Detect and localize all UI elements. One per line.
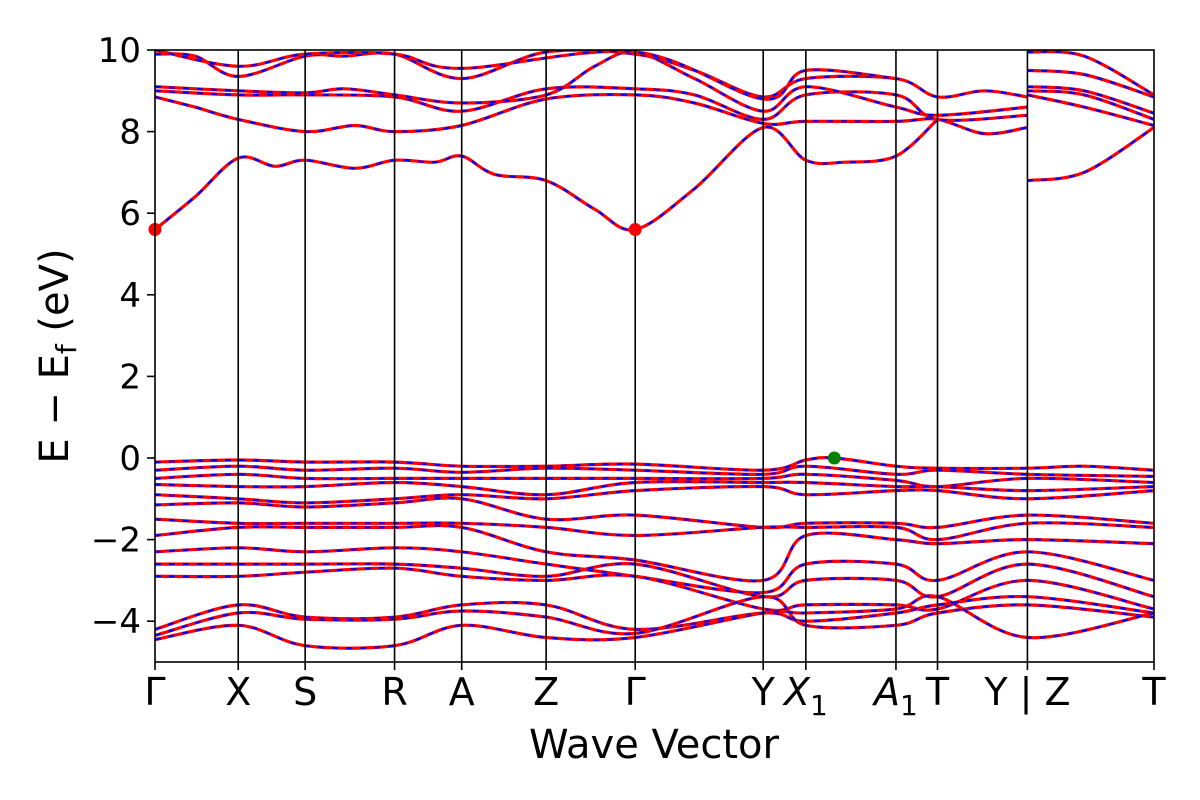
x-tick-label-2: S: [293, 670, 317, 714]
band-line-overlay-8: [1027, 89, 1154, 121]
y-tick-label-0: −4: [91, 602, 141, 642]
y-axis-label-unit: (eV): [32, 248, 78, 344]
band-line-overlay-0: [155, 118, 939, 232]
extrema-markers: [148, 223, 841, 465]
band-line-6: [1027, 126, 1154, 183]
y-ticks: −4 −2 0 2 4 6 8 10: [91, 31, 155, 642]
band-line-overlay-3: [155, 50, 1028, 117]
y-tick-label-7: 10: [98, 31, 141, 71]
y-tick-label-1: −2: [91, 521, 141, 561]
y-tick-label-2: 0: [119, 439, 141, 479]
band-line-overlay-9: [1027, 85, 1154, 115]
y-tick-label-4: 4: [119, 276, 141, 316]
y-axis-label-sub: f: [50, 343, 83, 354]
band-line-overlay-5: [155, 50, 897, 101]
band-line-overlay-12: [155, 456, 1154, 472]
band-line-overlay-10: [1027, 69, 1154, 98]
band-line-overlay-1: [155, 93, 1028, 135]
x-tick-label-11: Y | Z: [983, 670, 1070, 715]
band-line-overlay-21: [155, 562, 1154, 599]
x-tick-label-10: T: [925, 670, 950, 714]
x-axis-label: Wave Vector: [529, 722, 780, 768]
y-axis-label-main: E − E: [32, 354, 78, 464]
x-tick-label-8: X1: [782, 670, 828, 722]
x-tick-label-3: R: [381, 670, 407, 714]
band-line-overlay-19: [155, 524, 1154, 583]
high-symmetry-lines: [237, 50, 1029, 662]
y-axis-label: E − Ef (eV): [32, 248, 83, 463]
x-tick-label-4: A: [449, 670, 475, 714]
y-tick-label-5: 6: [119, 194, 141, 234]
band-line-overlay-7: [1027, 93, 1154, 127]
x-tick-label-12: T: [1141, 670, 1166, 714]
y-tick-label-6: 8: [119, 113, 141, 153]
y-tick-label-3: 2: [119, 357, 141, 397]
band-line-overlay-11: [1027, 50, 1154, 96]
x-tick-label-1: X: [225, 670, 251, 714]
plot-frame: [154, 49, 1155, 663]
band-line-overlay-24: [155, 595, 1154, 637]
cbm-marker-1: [628, 223, 642, 237]
vbm-marker-2: [827, 451, 841, 465]
x-tick-label-5: Z: [533, 670, 559, 714]
x-tick-label-0: Γ: [144, 670, 165, 714]
x-tick-label-6: Γ: [625, 670, 646, 714]
x-tick-label-9: A1: [871, 670, 918, 722]
band-line-overlay-6: [1027, 126, 1154, 182]
x-tick-label-7: Y: [751, 670, 776, 714]
